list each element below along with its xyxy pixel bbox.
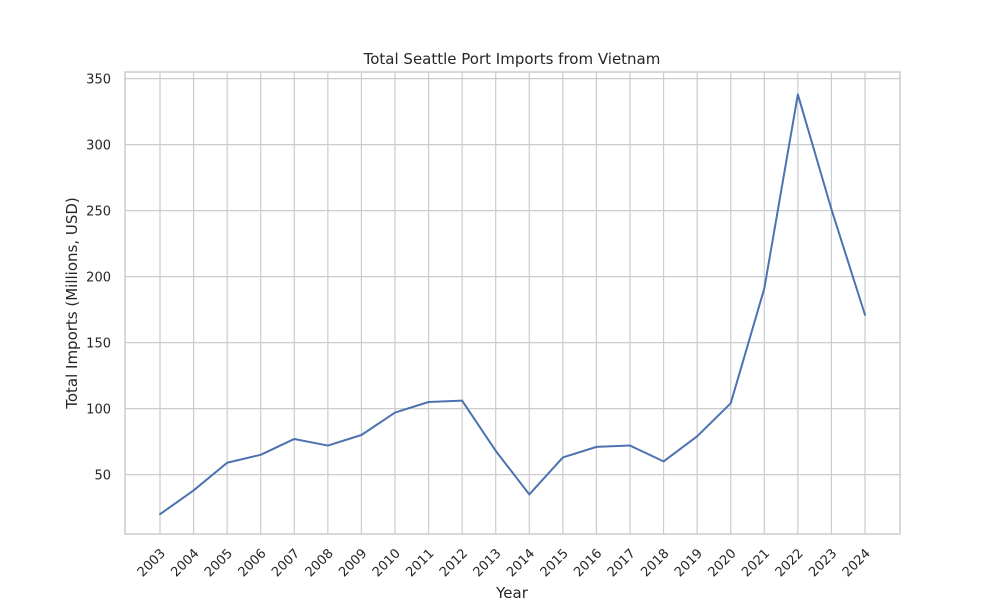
x-tick-label: 2022 xyxy=(773,546,807,580)
x-tick-label: 2015 xyxy=(538,546,572,580)
data-point xyxy=(795,91,801,97)
data-point xyxy=(459,398,465,404)
x-tick-label: 2003 xyxy=(135,546,169,580)
x-tick-label: 2008 xyxy=(303,546,337,580)
x-tick-label: 2016 xyxy=(571,546,605,580)
x-tick-label: 2024 xyxy=(840,546,874,580)
x-tick-label: 2011 xyxy=(403,546,437,580)
data-point xyxy=(358,432,364,438)
data-point xyxy=(728,400,734,406)
x-tick-label: 2020 xyxy=(706,546,740,580)
series-line xyxy=(159,93,866,516)
data-point xyxy=(157,511,163,517)
data-point xyxy=(325,443,331,449)
y-tick-label: 250 xyxy=(86,205,111,220)
x-tick-label: 2021 xyxy=(739,546,773,580)
grid-layer xyxy=(125,72,900,534)
x-tick-label: 2018 xyxy=(638,546,672,580)
x-tick-label: 2023 xyxy=(806,546,840,580)
data-point xyxy=(526,491,532,497)
x-tick-label: 2017 xyxy=(605,546,639,580)
x-tick-label: 2012 xyxy=(437,546,471,580)
data-point xyxy=(560,454,566,460)
data-point xyxy=(694,433,700,439)
data-point xyxy=(661,458,667,464)
x-tick-label: 2019 xyxy=(672,546,706,580)
y-axis-label: Total Imports (Millions, USD) xyxy=(63,197,81,410)
y-tick-label: 100 xyxy=(86,403,111,418)
y-tick-label: 50 xyxy=(94,469,111,484)
data-point xyxy=(191,487,197,493)
data-point xyxy=(291,436,297,442)
x-tick-label: 2013 xyxy=(471,546,505,580)
data-point xyxy=(828,206,834,212)
data-point xyxy=(224,460,230,466)
data-point xyxy=(426,399,432,405)
y-tick-label: 300 xyxy=(86,139,111,154)
data-point xyxy=(258,452,264,458)
x-axis-label: Year xyxy=(495,584,529,600)
x-tick-label: 2009 xyxy=(336,546,370,580)
x-tick-label: 2004 xyxy=(168,546,202,580)
y-tick-label: 200 xyxy=(86,271,111,286)
series-layer xyxy=(157,91,868,517)
x-tick-label: 2014 xyxy=(504,546,538,580)
data-point xyxy=(593,444,599,450)
x-tick-label: 2006 xyxy=(236,546,270,580)
data-point xyxy=(761,285,767,291)
data-point xyxy=(862,312,868,318)
data-point xyxy=(392,410,398,416)
x-tick-label: 2007 xyxy=(269,546,303,580)
chart-title: Total Seattle Port Imports from Vietnam xyxy=(363,50,661,68)
x-tick-label: 2005 xyxy=(202,546,236,580)
y-tick-labels: 50 100 150 200 250 300 350 xyxy=(86,73,111,484)
plot-frame xyxy=(124,71,901,535)
x-tick-labels: 2003 2004 2005 2006 2007 2008 2009 2010 2011 2012… xyxy=(135,546,874,580)
data-point xyxy=(627,443,633,449)
y-tick-label: 350 xyxy=(86,73,111,88)
x-tick-label: 2010 xyxy=(370,546,404,580)
y-tick-label: 150 xyxy=(86,337,111,352)
data-point xyxy=(493,448,499,454)
